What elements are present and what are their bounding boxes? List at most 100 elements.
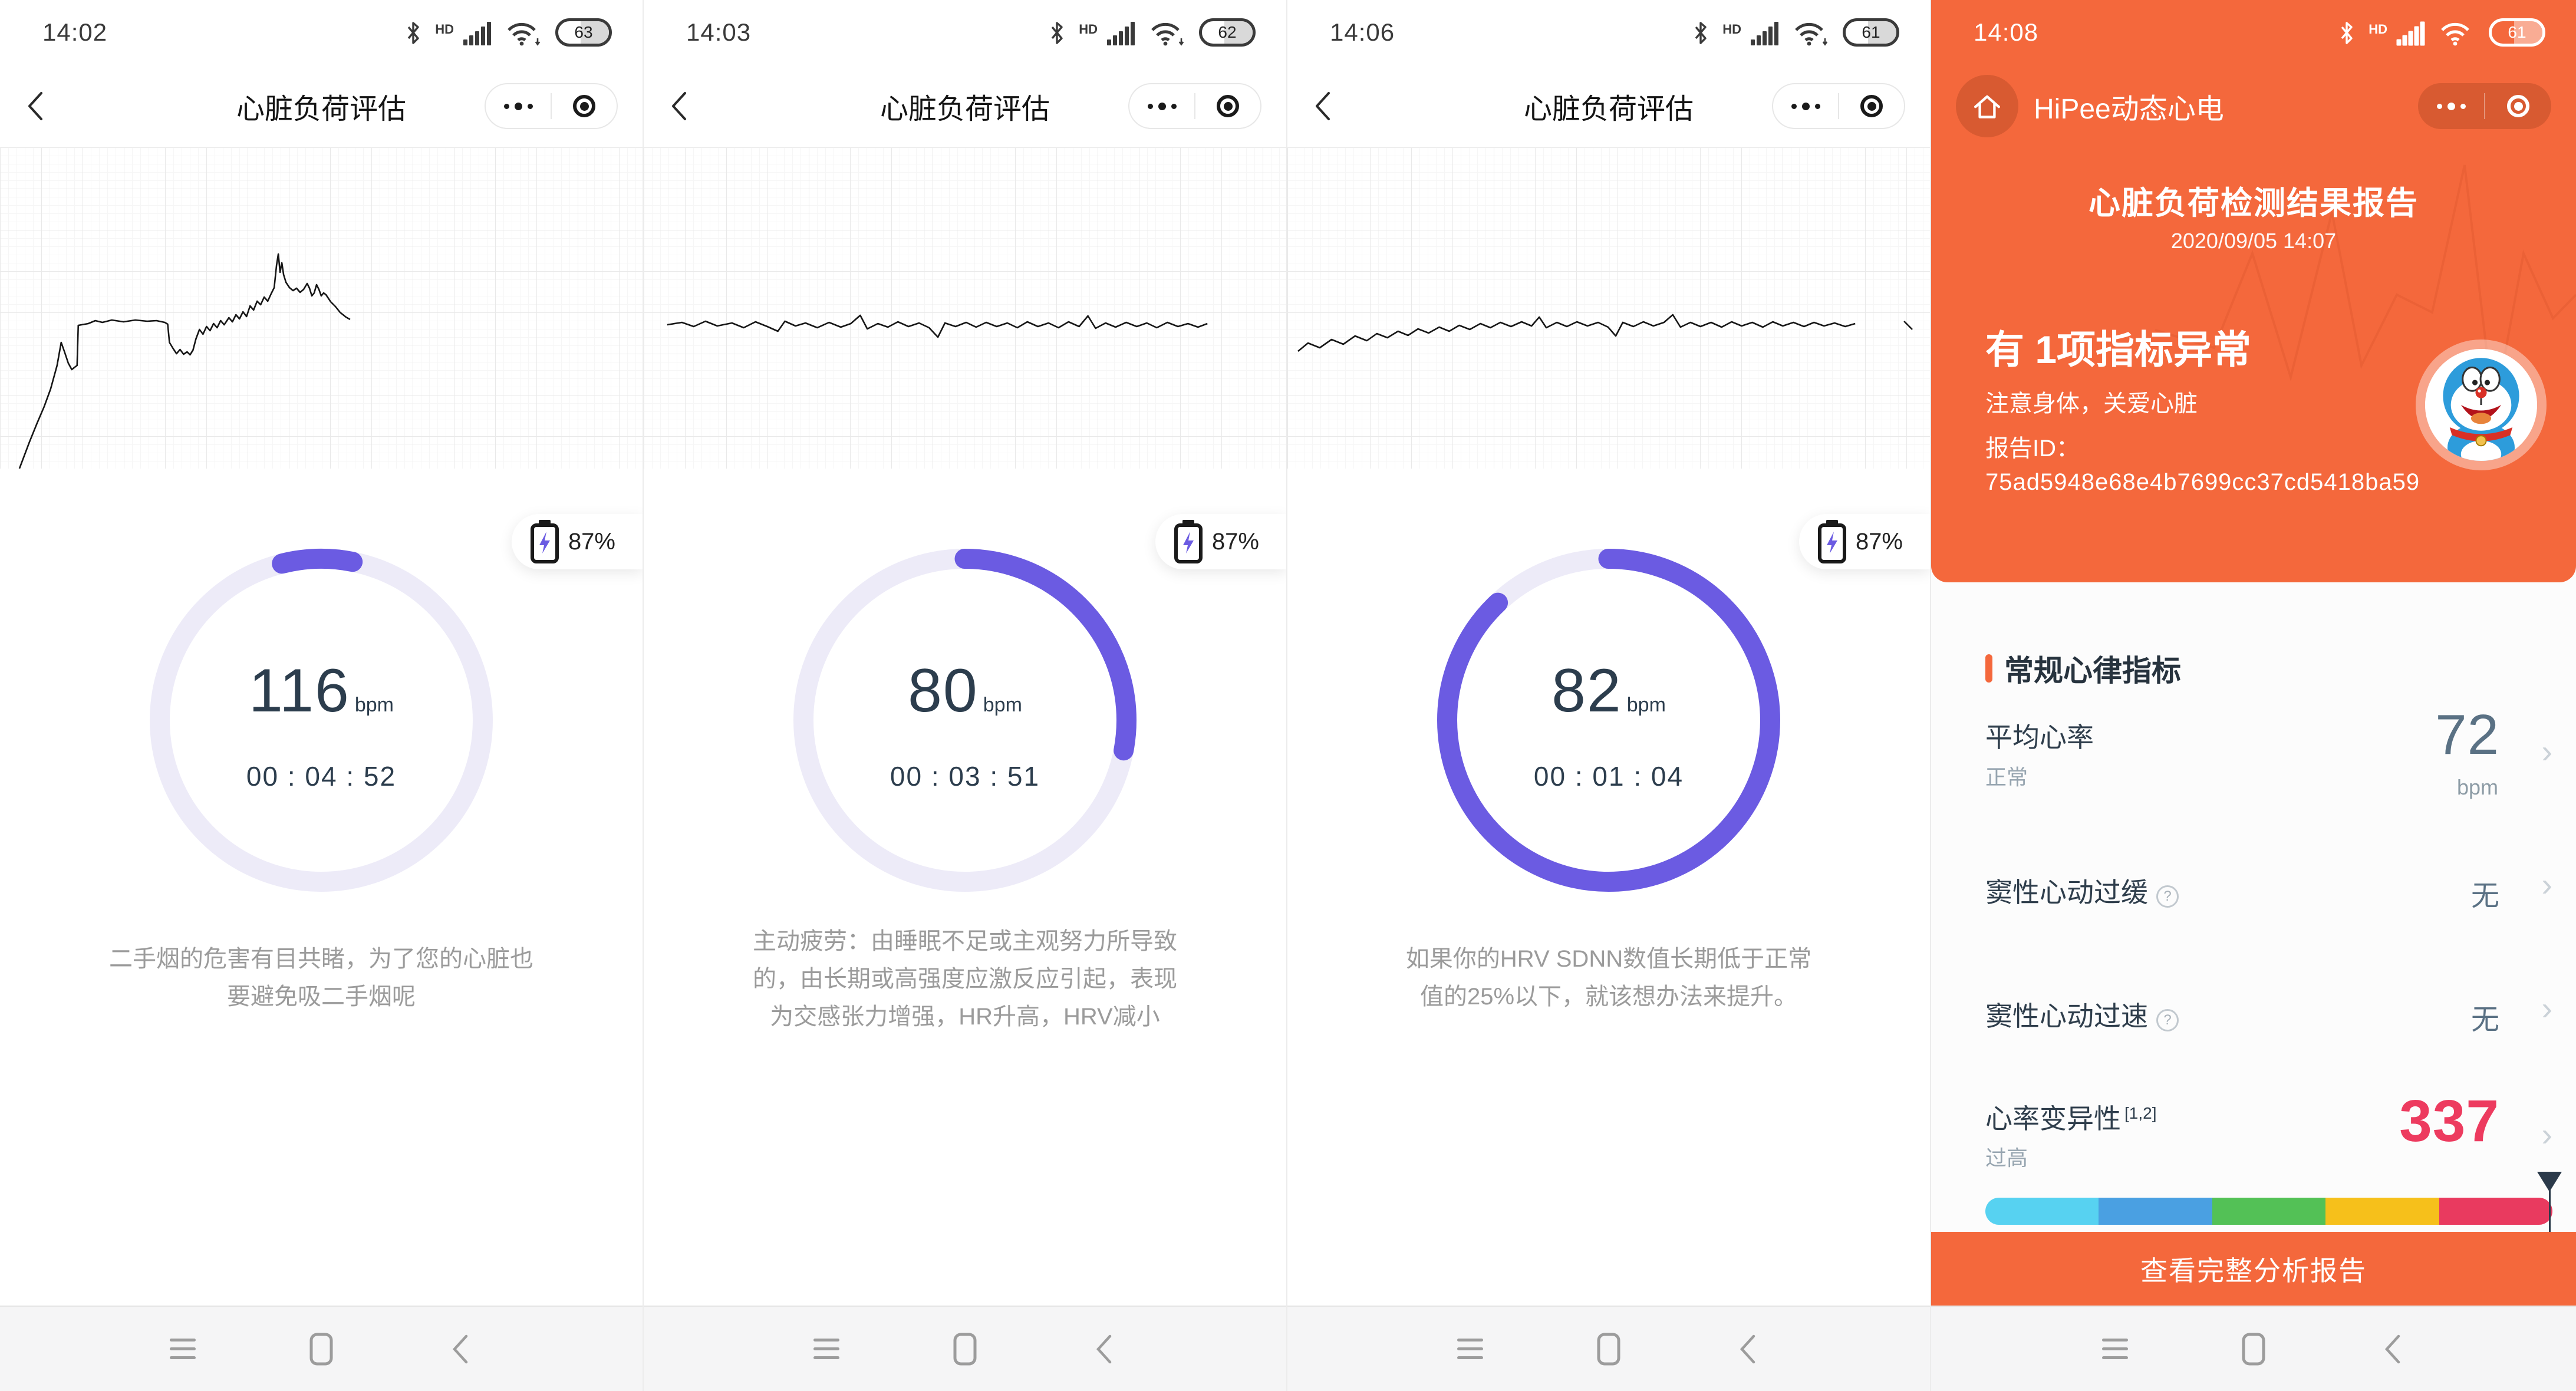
close-minimize-button[interactable] [1839,84,1904,128]
back-button[interactable] [1312,83,1353,130]
scale-segment [2099,1198,2212,1225]
back-button[interactable] [668,83,710,130]
status-icons: HD 63 [404,18,612,47]
chevron-right-icon: › [2541,866,2552,903]
status-time: 14:03 [686,18,752,46]
battery-indicator: 63 [555,18,612,47]
bpm-unit: bpm [1626,693,1666,716]
screen-heart-load-1: 14:02 HD 63 心脏负荷评估 87% [0,0,644,1391]
device-battery-chip: 87% [511,514,643,569]
hr-trace [1297,314,1856,352]
heart-rate-trend-chart [644,147,1286,469]
heart-rate-ring: 80 bpm 00 : 03 : 51 [782,538,1148,903]
home-button[interactable] [947,1331,983,1367]
back-nav-button[interactable] [2374,1331,2410,1367]
close-minimize-button[interactable] [1195,84,1260,128]
home-button[interactable] [304,1331,339,1367]
close-minimize-button[interactable] [552,84,617,128]
capsule-divider [2484,93,2485,119]
report-datetime: 2020/09/05 14:07 [2170,229,2337,253]
scale-segment [2439,1198,2552,1225]
more-icon [1791,102,1820,110]
recording-timer: 00 : 04 : 52 [246,760,397,792]
capsule-divider [1838,93,1839,119]
recents-button[interactable] [1452,1331,1488,1367]
app-title: HiPee动态心电 [2034,94,2224,125]
wifi-icon [1795,22,1828,46]
bpm-unit: bpm [354,693,394,716]
metric-value: 无 [2470,881,2499,912]
status-bar: 14:06 HD 61 [1287,0,1930,65]
screen-report: 14:08 HD 61 HiPee动态心电 [1931,0,2576,1391]
heart-rate-trend-chart [0,147,643,469]
close-minimize-button[interactable] [2485,83,2551,129]
more-options-button[interactable] [486,84,551,128]
more-options-button[interactable] [2418,83,2484,129]
chevron-right-icon: › [2541,1116,2552,1153]
bluetooth-icon [407,22,419,44]
help-icon[interactable]: ? [2156,885,2179,908]
device-battery-icon [1817,520,1846,563]
abnormal-headline: 有 1项指标异常 [1985,328,2252,371]
battery-level: 63 [574,23,593,41]
scale-segment [2325,1198,2439,1225]
view-full-report-button[interactable]: 查看完整分析报告 [1931,1232,2576,1306]
section-header: 常规心律指标 [1985,647,2181,690]
capsule-divider [1194,93,1195,119]
hd-volte-label: HD [1722,22,1741,37]
health-tip-text: 二手烟的危害有目共睹，为了您的心脏也 要避免吸二手烟呢 [109,946,533,1010]
bpm-unit: bpm [983,693,1022,716]
signal-icon [463,22,491,45]
battery-level: 61 [1862,23,1880,41]
screen-heart-load-2: 14:03 HD 62 心脏负荷评估 87% [644,0,1287,1391]
device-battery-percent: 87% [568,528,615,555]
back-button[interactable] [25,83,66,130]
more-icon [1147,102,1177,110]
miniprogram-capsule [2418,83,2551,129]
back-nav-button[interactable] [1730,1331,1765,1367]
scale-marker-line [2549,1189,2551,1232]
exit-target-icon [2507,95,2529,117]
scale-segment [2212,1198,2326,1225]
miniprogram-capsule [1128,83,1261,129]
recents-button[interactable] [809,1331,844,1367]
miniprogram-capsule [485,83,618,129]
app-bar: 心脏负荷评估 [0,65,643,147]
footnote-superscript: [1,2] [2124,1103,2157,1122]
metric-value: 72 [2435,703,2499,766]
metric-value: 无 [2470,1004,2499,1036]
back-nav-button[interactable] [1086,1331,1121,1367]
hd-volte-label: HD [435,22,454,37]
more-options-button[interactable] [1129,84,1194,128]
chevron-right-icon: › [2541,990,2552,1027]
home-button[interactable] [2236,1331,2271,1367]
device-battery-percent: 87% [1855,528,1903,555]
back-nav-button[interactable] [442,1331,477,1367]
home-button[interactable] [1591,1331,1626,1367]
wifi-icon [508,22,541,46]
ring-progress [150,549,493,892]
more-options-button[interactable] [1773,84,1838,128]
report-hero: 14:08 HD 61 HiPee动态心电 [1931,0,2576,582]
app-bar: 心脏负荷评估 [644,65,1286,147]
metric-value: 337 [2399,1088,2499,1154]
battery-indicator: 61 [1843,18,1899,47]
doraemon-avatar-image [2425,349,2537,461]
status-bar: 14:03 HD 62 [644,0,1286,65]
help-icon[interactable]: ? [2156,1009,2179,1031]
scale-segment [1985,1198,2099,1225]
ring-progress [793,549,1137,892]
wifi-icon [2441,22,2469,46]
screen-heart-load-3: 14:06 HD 61 心脏负荷评估 [1287,0,1931,1391]
device-battery-chip: 87% [1155,514,1286,569]
wifi-icon [1151,22,1184,46]
app-bar: 心脏负荷评估 [1287,65,1930,147]
bluetooth-icon [2341,22,2353,44]
recents-button[interactable] [165,1331,200,1367]
signal-icon [1751,22,1778,45]
status-bar: 14:08 HD 61 [1931,0,2576,65]
recents-button[interactable] [2097,1331,2133,1367]
bpm-value: 80 [908,656,979,725]
home-mini-button[interactable] [1956,75,2018,137]
